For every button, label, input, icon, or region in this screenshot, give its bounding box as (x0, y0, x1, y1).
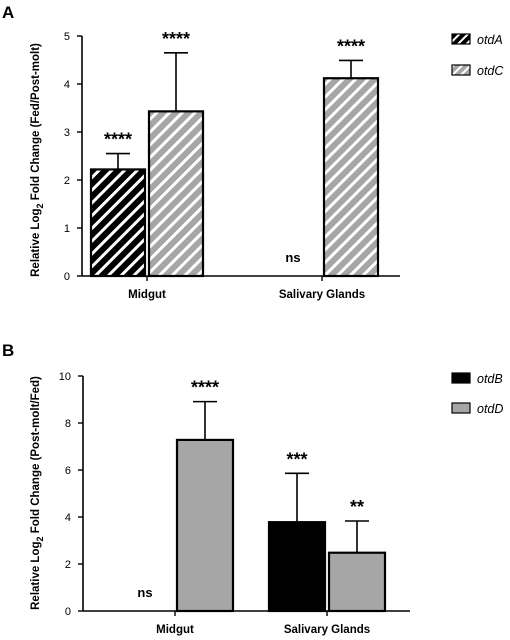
y-tick-label: 8 (65, 418, 71, 430)
legend-swatch-otdA (451, 33, 471, 45)
significance-label: **** (191, 378, 219, 398)
y-tick-label: 0 (65, 606, 71, 618)
panel-b-label: B (2, 341, 14, 360)
legend-label-otdD: otdD (477, 402, 503, 416)
legend-swatch-otdC (451, 64, 471, 76)
bar-otdC-1 (322, 77, 380, 278)
bar-otdC-0 (147, 110, 205, 278)
bar-otdA-0 (89, 168, 147, 278)
x-category-label: Midgut (128, 289, 166, 301)
bar-otdB-1 (267, 521, 327, 613)
significance-label: ns (137, 585, 152, 600)
panel-a: A Relative Log2 Fold Change (Fed/Post-mo… (2, 3, 504, 301)
panel-b: B Relative Log2 Fold Change (Post-molt/F… (2, 341, 503, 636)
x-category-label: Salivary Glands (284, 624, 370, 636)
legend-label-otdB: otdB (477, 372, 503, 386)
significance-label: **** (104, 130, 132, 150)
y-tick-label: 5 (64, 31, 70, 43)
y-tick-label: 10 (59, 371, 71, 383)
significance-label: ns (285, 250, 300, 265)
y-tick-label: 0 (64, 271, 70, 283)
y-tick-label: 3 (64, 127, 70, 139)
panel-a-label: A (2, 3, 14, 22)
y-tick-label: 4 (64, 79, 70, 91)
significance-label: **** (337, 36, 365, 56)
panel-a-y-axis-label: Relative Log2 Fold Change (Fed/Post-molt… (30, 43, 45, 277)
legend-label-otdC: otdC (477, 64, 504, 78)
bar-otdD-0 (175, 438, 235, 613)
y-tick-label: 2 (65, 559, 71, 571)
x-category-label: Salivary Glands (279, 289, 365, 301)
significance-label: **** (162, 29, 190, 49)
panel-b-y-axis-label: Relative Log2 Fold Change (Post-molt/Fed… (30, 376, 45, 610)
significance-label: ** (350, 497, 364, 517)
y-tick-label: 4 (65, 512, 71, 524)
y-tick-label: 2 (64, 175, 70, 187)
x-category-label: Midgut (156, 624, 194, 636)
bar-otdD-1 (327, 551, 387, 613)
legend-swatch-otdD (451, 402, 471, 414)
y-tick-label: 6 (65, 465, 71, 477)
y-tick-label: 1 (64, 223, 70, 235)
legend-swatch-otdB (451, 372, 471, 384)
legend-label-otdA: otdA (477, 33, 503, 47)
significance-label: *** (286, 449, 307, 469)
